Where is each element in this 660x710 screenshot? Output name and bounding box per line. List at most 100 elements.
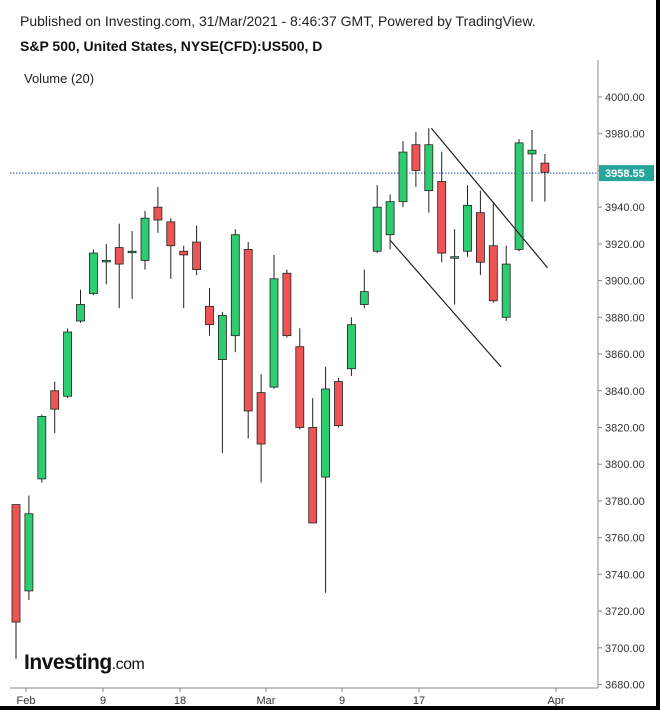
candle-body (205, 305, 214, 326)
candle-body (192, 241, 202, 270)
candle (540, 153, 550, 202)
candle (488, 203, 498, 303)
x-tick-label: Feb (17, 695, 36, 706)
candle (527, 130, 537, 202)
candle-body (463, 204, 472, 252)
x-axis-ticks: Feb 9 18 Mar 9 17 Apr (17, 688, 565, 706)
candle (89, 249, 98, 296)
candle-body (269, 278, 279, 388)
y-tick-label: 3740.00 (605, 569, 645, 581)
candle-body (50, 390, 60, 410)
candle (256, 374, 266, 483)
candle-body (334, 381, 343, 427)
candle-body (243, 248, 253, 412)
candle (359, 269, 369, 309)
candle-body (527, 149, 537, 155)
x-tick-label: Apr (547, 695, 564, 706)
candle (37, 414, 47, 483)
candle-body (501, 263, 511, 318)
candle (166, 218, 176, 279)
chart-title: S&P 500, United States, NYSE(CFD):US500,… (20, 38, 323, 54)
y-tick-label: 3880.00 (605, 312, 645, 324)
y-axis-ticks: 3680.00 3700.00 3720.00 3740.00 3760.00 3780.… (598, 92, 645, 692)
candle (282, 269, 292, 338)
candle-body (450, 256, 460, 259)
candle (437, 152, 447, 263)
candle-body (346, 324, 356, 370)
candle (243, 242, 253, 439)
x-tick-label: 17 (413, 695, 425, 706)
last-price-badge-bg (599, 165, 654, 182)
candle-body (385, 201, 395, 236)
candle (295, 328, 305, 430)
candle-body (308, 427, 318, 524)
candle-body (359, 291, 369, 305)
candles (11, 128, 550, 659)
candle-body (11, 504, 21, 623)
last-price-badge: 3958.55 (599, 165, 654, 182)
candle (334, 377, 343, 428)
candle-body (295, 346, 305, 428)
y-tick-label: 3840.00 (605, 386, 645, 398)
candle-body (24, 513, 34, 592)
candle (385, 194, 395, 250)
y-tick-label: 3900.00 (605, 276, 645, 288)
candle (321, 366, 331, 593)
candle (205, 287, 214, 336)
candle (179, 245, 189, 309)
candle-body (37, 416, 47, 480)
candle (372, 185, 382, 254)
trendline (389, 239, 502, 368)
y-tick-label: 3720.00 (605, 606, 645, 618)
volume-indicator-label: Volume (20) (24, 71, 95, 86)
candle (192, 225, 202, 276)
last-price-label: 3958.55 (605, 168, 645, 180)
candle-body (179, 250, 189, 256)
candle-body (514, 142, 524, 250)
y-tick-label: 3680.00 (605, 680, 645, 692)
candle (217, 311, 227, 454)
candle-body (411, 144, 421, 171)
candle (411, 131, 421, 187)
candle-body (540, 162, 550, 173)
candle-body (166, 221, 176, 247)
y-tick-label: 3860.00 (605, 349, 645, 361)
candle (153, 186, 163, 233)
x-tick-label: Mar (257, 695, 276, 706)
candle (346, 317, 356, 377)
candle (76, 289, 85, 323)
candle (398, 141, 408, 208)
logo-suffix: .com (111, 656, 145, 673)
candle-body (127, 250, 137, 254)
axes (10, 60, 599, 689)
candle (514, 139, 524, 252)
candle (24, 495, 34, 601)
candle-body (398, 151, 408, 203)
candle-body (63, 331, 72, 397)
candle (269, 254, 279, 389)
y-tick-label: 3800.00 (605, 459, 645, 471)
candle (11, 504, 21, 659)
candle (50, 381, 60, 433)
candle (230, 229, 240, 353)
candle-body (217, 315, 227, 360)
candle (463, 185, 472, 257)
candle-body (89, 252, 98, 294)
investing-logo: Investing.com (24, 651, 145, 675)
y-tick-label: 3980.00 (605, 129, 645, 141)
x-tick-label: 9 (100, 695, 106, 706)
candle-body (153, 206, 163, 221)
candle (140, 210, 150, 270)
candle-body (437, 181, 447, 254)
logo-main: Investing (24, 651, 112, 674)
y-tick-label: 3820.00 (605, 422, 645, 434)
candle (450, 229, 460, 305)
candle-body (282, 272, 292, 337)
trendlines (389, 127, 548, 368)
candle (101, 243, 111, 285)
candle-body (101, 260, 111, 263)
candle (63, 328, 72, 399)
candle-body (488, 245, 498, 302)
